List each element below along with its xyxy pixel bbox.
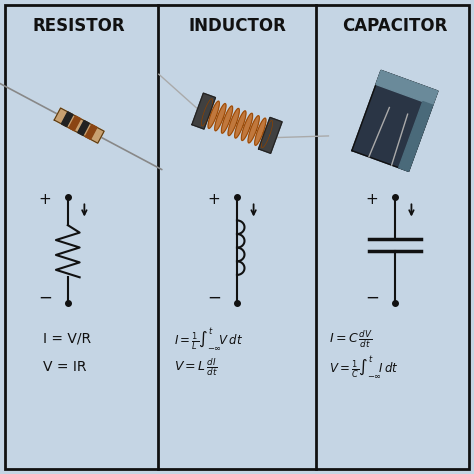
Polygon shape: [228, 109, 239, 136]
Text: INDUCTOR: INDUCTOR: [188, 17, 286, 35]
Polygon shape: [208, 101, 219, 128]
Text: I = V/R: I = V/R: [43, 332, 91, 346]
Polygon shape: [62, 112, 73, 127]
Polygon shape: [241, 113, 253, 141]
Polygon shape: [255, 118, 266, 146]
Text: CAPACITOR: CAPACITOR: [342, 17, 447, 35]
Text: $V = \frac{1}{C}\int_{-\infty}^{t}\!I\,dt$: $V = \frac{1}{C}\int_{-\infty}^{t}\!I\,d…: [329, 355, 399, 380]
Text: −: −: [38, 289, 52, 307]
Polygon shape: [261, 120, 273, 148]
Polygon shape: [54, 108, 104, 143]
Polygon shape: [376, 71, 438, 105]
Polygon shape: [399, 101, 433, 171]
Text: RESISTOR: RESISTOR: [33, 17, 126, 35]
Text: $V = L\,\frac{dI}{dt}$: $V = L\,\frac{dI}{dt}$: [174, 356, 219, 378]
Text: −: −: [207, 289, 221, 307]
Text: −: −: [365, 289, 379, 307]
Text: $I = C\,\frac{dV}{dt}$: $I = C\,\frac{dV}{dt}$: [329, 328, 373, 350]
Text: +: +: [366, 191, 378, 207]
Polygon shape: [221, 106, 233, 133]
Text: +: +: [39, 191, 51, 207]
Text: +: +: [208, 191, 220, 207]
Polygon shape: [78, 120, 89, 135]
Polygon shape: [192, 93, 216, 129]
Polygon shape: [85, 125, 97, 139]
Polygon shape: [258, 118, 282, 153]
Text: V = IR: V = IR: [43, 360, 86, 374]
Polygon shape: [215, 103, 226, 131]
Polygon shape: [248, 116, 259, 143]
Polygon shape: [201, 99, 213, 126]
Text: $I = \frac{1}{L}\int_{-\infty}^{t}\!V\,dt$: $I = \frac{1}{L}\int_{-\infty}^{t}\!V\,d…: [174, 326, 244, 352]
Polygon shape: [235, 111, 246, 138]
Polygon shape: [69, 116, 81, 131]
Polygon shape: [352, 71, 438, 171]
